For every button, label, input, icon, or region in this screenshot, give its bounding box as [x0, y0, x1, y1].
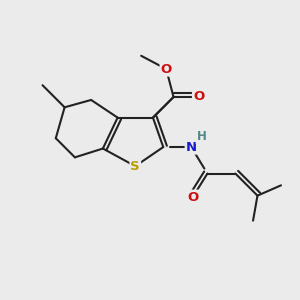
- Text: H: H: [196, 130, 206, 143]
- Text: O: O: [187, 190, 198, 204]
- Text: N: N: [186, 141, 197, 154]
- Text: O: O: [160, 62, 172, 76]
- Text: S: S: [130, 160, 140, 173]
- Text: O: O: [193, 91, 204, 103]
